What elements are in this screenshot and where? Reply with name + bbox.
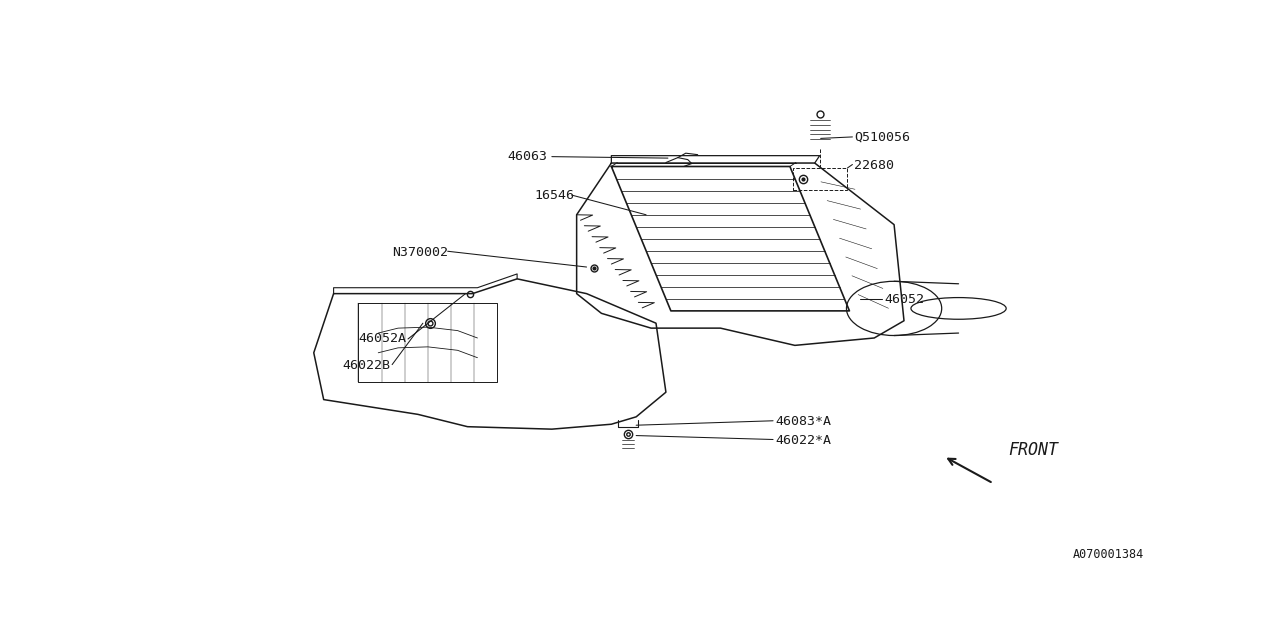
Text: N370002: N370002 xyxy=(392,246,448,259)
Text: 46052: 46052 xyxy=(884,293,924,306)
Text: FRONT: FRONT xyxy=(1009,441,1059,459)
Text: 46063: 46063 xyxy=(507,150,547,163)
Text: 22680: 22680 xyxy=(855,159,895,172)
Text: 16546: 16546 xyxy=(535,189,575,202)
Text: Q510056: Q510056 xyxy=(855,131,910,143)
Text: 46052A: 46052A xyxy=(358,332,406,346)
Text: 46083*A: 46083*A xyxy=(776,415,831,428)
Text: 46022B: 46022B xyxy=(342,358,390,372)
Text: A070001384: A070001384 xyxy=(1073,548,1144,561)
Text: 46022*A: 46022*A xyxy=(776,434,831,447)
